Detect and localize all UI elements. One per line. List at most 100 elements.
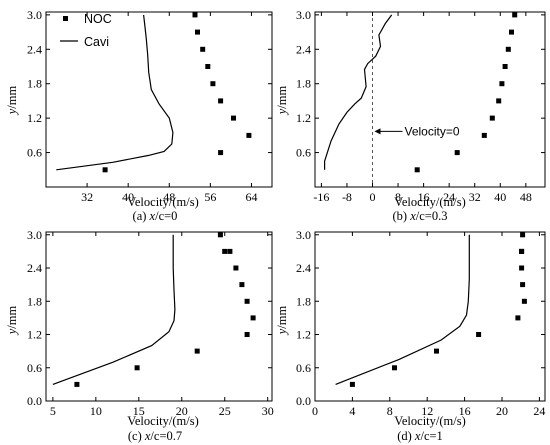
x-axis-label: Velocity/(m/s) bbox=[127, 414, 199, 428]
y-tick-label: 1.2 bbox=[27, 111, 42, 125]
y-axis-label: y/mm bbox=[275, 305, 289, 336]
noc-point bbox=[194, 348, 200, 354]
noc-point bbox=[102, 167, 108, 173]
noc-point bbox=[244, 298, 250, 304]
noc-point bbox=[217, 232, 223, 238]
y-tick-label: 1.2 bbox=[27, 328, 42, 342]
x-tick-label: 25 bbox=[219, 404, 231, 418]
panels: 32 40 48 56 640.61.21.82.43.0y/mmVelocity/(m… bbox=[5, 8, 546, 443]
panel-caption: (a) x/c=0 bbox=[133, 209, 178, 223]
x-tick-label: 12 bbox=[421, 404, 433, 418]
y-tick-label: 2.4 bbox=[296, 261, 311, 275]
noc-point bbox=[509, 29, 514, 35]
y-tick-label: 3.0 bbox=[296, 8, 311, 22]
noc-point bbox=[499, 81, 505, 87]
noc-point bbox=[520, 232, 526, 238]
noc-point bbox=[210, 81, 216, 87]
noc-point bbox=[239, 282, 245, 288]
x-tick-label: 24 bbox=[443, 190, 455, 204]
y-axis-label: y/mm bbox=[5, 305, 19, 336]
x-tick-label: 32 bbox=[81, 190, 93, 204]
x-tick-label: 15 bbox=[133, 404, 145, 418]
noc-point bbox=[349, 381, 355, 387]
x-axis-label: Velocity/(m/s) bbox=[394, 195, 466, 209]
x-tick-label: -16 bbox=[313, 190, 329, 204]
x-tick-label: 10 bbox=[90, 404, 102, 418]
noc-point bbox=[222, 248, 228, 254]
noc-point bbox=[476, 332, 482, 337]
x-tick-label: 32 bbox=[469, 190, 481, 204]
x-axis-label: Velocity/(m/s) bbox=[394, 414, 466, 428]
legend: NOC Cavi bbox=[60, 12, 112, 49]
x-tick-label: 40 bbox=[494, 190, 506, 204]
panel-caption: (c) x/c=0.7 bbox=[128, 429, 182, 443]
noc-point bbox=[233, 265, 239, 271]
noc-point bbox=[512, 12, 518, 18]
x-tick-label: 8 bbox=[395, 190, 401, 204]
noc-point bbox=[244, 332, 250, 337]
noc-point bbox=[521, 298, 527, 304]
noc-point bbox=[519, 248, 525, 254]
x-tick-label: 16 bbox=[459, 404, 471, 418]
noc-point bbox=[434, 348, 439, 354]
panel-b: -16 -8 0 8 16 24 32 40 48 0.6 1.2 1.8 2.4 3.0 y/mm Velo… bbox=[275, 8, 546, 223]
plot-frame bbox=[314, 11, 546, 188]
noc-point bbox=[392, 365, 397, 371]
noc-point bbox=[227, 248, 233, 254]
y-tick-label: 0.6 bbox=[296, 146, 311, 160]
noc-point bbox=[505, 46, 511, 52]
y-tick-label: 1.2 bbox=[296, 111, 311, 125]
x-axis-label: Velocity/(m/s) bbox=[127, 195, 199, 209]
x-tick-label: 20 bbox=[176, 404, 188, 418]
noc-point bbox=[218, 98, 224, 104]
y-tick-label: 3.0 bbox=[27, 8, 42, 22]
panel-a: 32 40 48 56 64 0.6 1.2 1.8 2.4 3.0 y/mm Velocity/(m… bbox=[5, 8, 273, 223]
panel-caption: (b) x/c=0.3 bbox=[393, 209, 448, 223]
y-axis-label: y/mm bbox=[5, 85, 19, 116]
noc-point bbox=[200, 46, 206, 52]
noc-point bbox=[414, 167, 420, 173]
annotation-arrowhead bbox=[374, 128, 381, 135]
x-tick-label: 16 bbox=[418, 190, 430, 204]
y-tick-label: 2.4 bbox=[296, 42, 311, 56]
noc-point bbox=[74, 381, 80, 387]
panel-caption: (d) x/c=1 bbox=[397, 429, 443, 443]
y-tick-label: 0.6 bbox=[296, 361, 311, 375]
noc-point bbox=[520, 282, 526, 288]
y-tick-label: 0.6 bbox=[27, 361, 42, 375]
y-tick-label: 3.0 bbox=[296, 228, 311, 242]
noc-point bbox=[489, 115, 495, 121]
noc-point bbox=[195, 29, 200, 35]
x-tick-label: 4 bbox=[349, 404, 355, 418]
y-tick-label: 2.4 bbox=[27, 261, 42, 275]
y-tick-label: 3.0 bbox=[27, 228, 42, 242]
x-tick-label: 56 bbox=[204, 190, 216, 204]
legend-noc-label: NOC bbox=[84, 12, 112, 26]
y-tick-label: 1.8 bbox=[27, 294, 42, 308]
x-tick-label: 40 bbox=[122, 190, 134, 204]
y-tick-label: 1.8 bbox=[296, 77, 311, 91]
noc-point bbox=[502, 64, 508, 69]
noc-point bbox=[218, 150, 224, 156]
legend-noc-marker bbox=[63, 16, 68, 21]
x-tick-label: 0 bbox=[370, 190, 376, 204]
noc-point bbox=[134, 365, 140, 371]
annotation-label: Velocity=0 bbox=[405, 124, 460, 138]
noc-point bbox=[515, 315, 521, 321]
noc-point bbox=[250, 315, 256, 321]
plot-frame bbox=[314, 231, 546, 402]
x-tick-label: 20 bbox=[496, 404, 508, 418]
noc-point bbox=[231, 115, 236, 121]
y-tick-label: 2.4 bbox=[27, 42, 42, 56]
x-tick-label: 0 bbox=[312, 404, 318, 418]
y-tick-label: 1.2 bbox=[296, 328, 311, 342]
panel-d: 0 4 8 12 16 20 24 0.0 0.6 1.2 1.8 2.4 3.0 y/mm Velocit… bbox=[275, 228, 546, 443]
cavi-profile-line bbox=[335, 234, 470, 385]
x-tick-label: 30 bbox=[262, 404, 274, 418]
legend-cavi-label: Cavi bbox=[84, 35, 109, 49]
y-tick-label: 1.8 bbox=[296, 294, 311, 308]
y-tick-label: 1.8 bbox=[27, 77, 42, 91]
noc-point bbox=[481, 132, 487, 138]
cavi-profile-line bbox=[52, 234, 176, 385]
x-tick-label: 24 bbox=[533, 404, 545, 418]
